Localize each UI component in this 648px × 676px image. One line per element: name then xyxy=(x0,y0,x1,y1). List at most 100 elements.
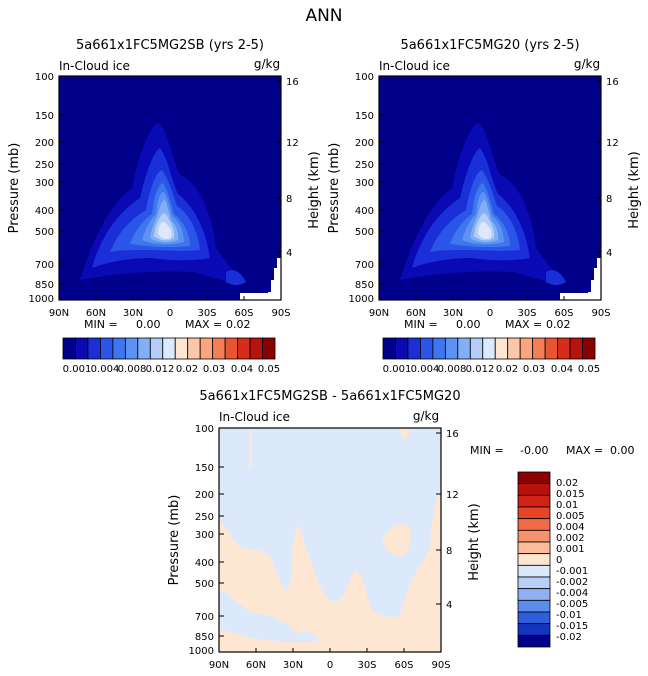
panel-1-y-ticks: 100 150 200 250 300 400 500 700 850 1000 xyxy=(29,72,64,305)
panel-3-min-label: MIN = xyxy=(470,444,504,457)
panel-1-colorbar-label: 0.001 xyxy=(63,364,92,375)
panel-2-xtick-label: 60N xyxy=(406,308,426,319)
panel-1-colorbar-label: 0.03 xyxy=(203,364,225,375)
panel-1-ytick-label: 1000 xyxy=(29,294,54,305)
panel-2-colorbar-label: 0.04 xyxy=(551,364,573,375)
panel-3-contours xyxy=(219,428,441,652)
panel-1-contours xyxy=(80,123,281,300)
colorbar-cell xyxy=(517,483,551,496)
panel-1-colorbar-label: 0.02 xyxy=(176,364,198,375)
panel-2-xtick-label: 90S xyxy=(591,308,610,319)
panel-2-ytick-label: 400 xyxy=(355,206,374,217)
panel-2-y2tick-label: 16 xyxy=(606,77,619,88)
panel-2-colorbar-labels: 0.001 0.004 0.008 0.012 0.02 0.03 0.04 0… xyxy=(383,364,600,375)
panel-2: 5a661x1FC5MG20 (yrs 2-5) In-Cloud ice g/… xyxy=(327,38,642,375)
figure-title: ANN xyxy=(305,6,342,26)
panel-3-xtick-label: 30N xyxy=(283,660,303,671)
panel-1-ytick-label: 500 xyxy=(35,227,54,238)
colorbar-cell xyxy=(87,337,101,360)
colorbar-cell xyxy=(187,337,201,360)
panel-1-xtick-label: 60N xyxy=(86,308,106,319)
colorbar-cell xyxy=(199,337,214,360)
colorbar-cell xyxy=(582,337,596,360)
colorbar-cell xyxy=(517,599,551,613)
colorbar-cell xyxy=(237,337,251,360)
panel-3-colorbar-labels: 0.02 0.015 0.01 0.005 0.004 0.002 0.001 … xyxy=(556,478,588,643)
colorbar-cell xyxy=(469,337,484,360)
panel-2-xtick-label: 30S xyxy=(517,308,536,319)
panel-2-ytick-label: 100 xyxy=(355,72,374,83)
panel-3-x-ticks: 90N 60N 30N 0 30S 60S 90S xyxy=(209,648,451,671)
panel-1-ytick-label: 700 xyxy=(35,260,54,271)
panel-2-xtick-label: 60S xyxy=(554,308,573,319)
colorbar-cell xyxy=(544,337,558,360)
colorbar-cell xyxy=(494,337,509,360)
panel-2-field-label: In-Cloud ice xyxy=(379,59,450,73)
panel-3-colorbar-label: -0.01 xyxy=(556,610,582,621)
panel-3-max-label: MAX = xyxy=(566,444,603,457)
panel-1-terrain-mask xyxy=(240,258,281,300)
panel-2-min-label: MIN = xyxy=(404,318,438,331)
panel-1-colorbar-label: 0.05 xyxy=(258,364,280,375)
panel-3-ytick-label: 700 xyxy=(195,612,214,623)
colorbar-cell xyxy=(420,337,434,360)
colorbar-cell xyxy=(532,337,546,360)
panel-3-y2tick-label: 16 xyxy=(446,429,459,440)
panel-1-colorbar-labels: 0.001 0.004 0.008 0.012 0.02 0.03 0.04 0… xyxy=(63,364,280,375)
panel-3-xtick-label: 90N xyxy=(209,660,229,671)
panel-2-contour-edge xyxy=(546,270,566,285)
colorbar-cell xyxy=(382,337,396,360)
panel-1-y2tick-label: 8 xyxy=(286,194,292,205)
panel-3-positive-notch xyxy=(400,428,410,440)
colorbar-cell xyxy=(100,337,114,360)
panel-3-colorbar-label: 0.02 xyxy=(556,478,578,489)
panel-3-positive-region xyxy=(219,490,441,652)
panel-1-y2tick-label: 16 xyxy=(286,77,299,88)
panel-1-xtick-label: 0 xyxy=(167,308,173,319)
panel-2-units: g/kg xyxy=(574,57,600,71)
colorbar-cell xyxy=(517,576,551,590)
panel-2-y2label: Height (km) xyxy=(627,151,642,228)
panel-3-positive-strip xyxy=(249,428,252,468)
panel-1-contour-edge xyxy=(226,270,246,285)
panel-1-colorbar-label: 0.004 xyxy=(91,364,120,375)
panel-2-ytick-label: 200 xyxy=(355,138,374,149)
panel-3-colorbar-label: 0.001 xyxy=(556,544,585,555)
panel-2-colorbar-label: 0.03 xyxy=(523,364,545,375)
colorbar-cell xyxy=(75,337,89,360)
panel-1-ytick-label: 250 xyxy=(35,160,54,171)
panel-2-ytick-label: 700 xyxy=(355,260,374,271)
colorbar-cell xyxy=(174,337,189,360)
panel-2-contour-level-9 xyxy=(478,222,492,239)
colorbar-cell xyxy=(517,623,551,636)
panel-3-y2tick-label: 4 xyxy=(446,600,452,611)
panel-2-y2tick-label: 8 xyxy=(606,194,612,205)
panel-1-title: 5a661x1FC5MG2SB (yrs 2-5) xyxy=(76,38,264,53)
panel-3-xtick-label: 60N xyxy=(246,660,266,671)
panel-3-colorbar-label: -0.004 xyxy=(556,588,588,599)
colorbar-cell xyxy=(517,518,551,531)
panel-2-y2tick-label: 12 xyxy=(606,138,619,149)
panel-3: 5a661x1FC5MG2SB - 5a661x1FC5MG20 In-Clou… xyxy=(167,389,635,671)
panel-1-colorbar xyxy=(62,337,276,360)
panel-2-min-value: 0.00 xyxy=(456,318,481,331)
panel-2-x-ticks: 90N 60N 30N 0 30S 60S 90S xyxy=(369,296,611,319)
panel-2-title: 5a661x1FC5MG20 (yrs 2-5) xyxy=(400,38,579,53)
colorbar-cell xyxy=(517,611,551,625)
panel-3-y-ticks: 100 150 200 250 300 400 500 700 850 1000 xyxy=(189,424,224,657)
panel-1-ytick-label: 400 xyxy=(35,206,54,217)
colorbar-cell xyxy=(395,337,409,360)
panel-2-y2-ticks: 16 12 8 4 xyxy=(596,77,619,259)
panel-1-y2-ticks: 16 12 8 4 xyxy=(276,77,299,259)
panel-3-max-value: 0.00 xyxy=(610,444,635,457)
panel-3-colorbar-label: 0.004 xyxy=(556,522,585,533)
panel-3-ytick-label: 850 xyxy=(195,632,214,643)
panel-1-ytick-label: 150 xyxy=(35,111,54,122)
panel-1-max-value: 0.02 xyxy=(226,318,251,331)
panel-3-y2tick-label: 12 xyxy=(446,490,459,501)
panel-1-y2label: Height (km) xyxy=(307,151,322,228)
panel-3-y2label: Height (km) xyxy=(467,503,482,580)
panel-2-colorbar-label: 0.05 xyxy=(578,364,600,375)
colorbar-cell xyxy=(124,337,139,360)
